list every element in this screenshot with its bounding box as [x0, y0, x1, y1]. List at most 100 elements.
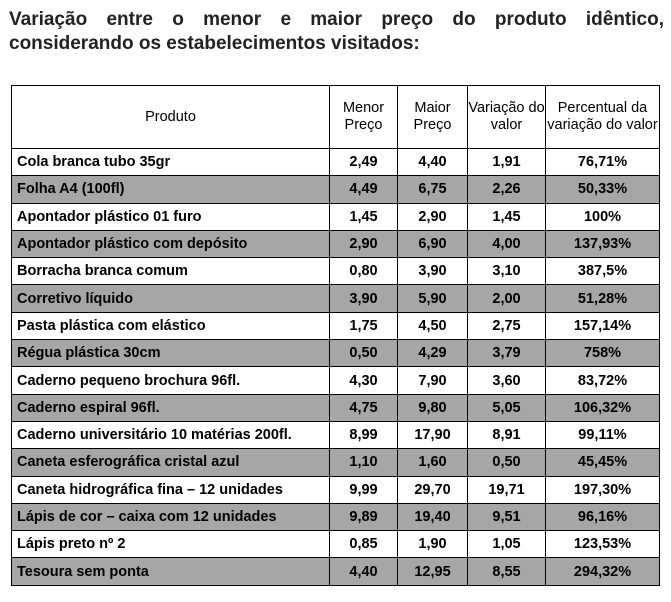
cell-variation: 9,51	[467, 502, 546, 532]
table-row: Régua plástica 30cm 0,50 4,29 3,79 758%	[11, 339, 660, 368]
cell-product: Caderno espiral 96fl.	[11, 393, 330, 422]
cell-max-price: 7,90	[397, 366, 468, 395]
cell-variation: 1,45	[467, 202, 546, 231]
cell-min-price: 9,99	[329, 475, 398, 504]
cell-variation: 5,05	[467, 393, 546, 422]
cell-product: Caneta hidrográfica fina – 12 unidades	[11, 475, 330, 504]
table-row: Apontador plástico com depósito 2,90 6,9…	[11, 229, 660, 259]
cell-product: Lápis de cor – caixa com 12 unidades	[11, 502, 330, 532]
cell-variation: 3,10	[467, 257, 546, 286]
cell-variation: 1,91	[467, 147, 546, 177]
cell-product: Lápis preto nº 2	[11, 530, 330, 559]
cell-product: Tesoura sem ponta	[11, 557, 330, 586]
header-min-price: Menor Preço	[329, 85, 398, 149]
cell-percent: 157,14%	[545, 311, 660, 341]
cell-product: Pasta plástica com elástico	[11, 311, 330, 341]
cell-product: Apontador plástico 01 furo	[11, 202, 330, 231]
cell-max-price: 4,50	[397, 311, 468, 341]
cell-percent: 137,93%	[545, 229, 660, 259]
header-variation: Variação do valor	[467, 85, 546, 149]
cell-percent: 99,11%	[545, 420, 660, 450]
cell-max-price: 3,90	[397, 257, 468, 286]
cell-min-price: 8,99	[329, 420, 398, 450]
table-row: Caneta esferográfica cristal azul 1,10 1…	[11, 448, 660, 477]
cell-max-price: 4,40	[397, 147, 468, 177]
cell-variation: 3,79	[467, 339, 546, 368]
table-row: Corretivo líquido 3,90 5,90 2,00 51,28%	[11, 284, 660, 313]
cell-max-price: 19,40	[397, 502, 468, 532]
table-row: Caderno universitário 10 matérias 200fl.…	[11, 420, 660, 450]
table-row: Caderno pequeno brochura 96fl. 4,30 7,90…	[11, 366, 660, 395]
cell-product: Borracha branca comum	[11, 257, 330, 286]
cell-percent: 758%	[545, 339, 660, 368]
cell-max-price: 4,29	[397, 339, 468, 368]
table-row: Cola branca tubo 35gr 2,49 4,40 1,91 76,…	[11, 147, 660, 177]
cell-percent: 83,72%	[545, 366, 660, 395]
cell-min-price: 0,50	[329, 339, 398, 368]
table-row: Borracha branca comum 0,80 3,90 3,10 387…	[11, 257, 660, 286]
cell-percent: 76,71%	[545, 147, 660, 177]
cell-product: Caneta esferográfica cristal azul	[11, 448, 330, 477]
cell-max-price: 5,90	[397, 284, 468, 313]
cell-min-price: 4,49	[329, 175, 398, 204]
cell-variation: 2,75	[467, 311, 546, 341]
table-header-row: Produto Menor Preço Maior Preço Variação…	[11, 85, 660, 149]
table-row: Folha A4 (100fl) 4,49 6,75 2,26 50,33%	[11, 175, 660, 204]
cell-min-price: 0,85	[329, 530, 398, 559]
cell-min-price: 9,89	[329, 502, 398, 532]
cell-max-price: 12,95	[397, 557, 468, 586]
cell-variation: 2,26	[467, 175, 546, 204]
cell-product: Cola branca tubo 35gr	[11, 147, 330, 177]
table-row: Pasta plástica com elástico 1,75 4,50 2,…	[11, 311, 660, 341]
cell-percent: 50,33%	[545, 175, 660, 204]
cell-percent: 294,32%	[545, 557, 660, 586]
cell-percent: 51,28%	[545, 284, 660, 313]
cell-percent: 100%	[545, 202, 660, 231]
table-row: Caneta hidrográfica fina – 12 unidades 9…	[11, 475, 660, 504]
cell-variation: 0,50	[467, 448, 546, 477]
cell-variation: 8,55	[467, 557, 546, 586]
cell-min-price: 4,40	[329, 557, 398, 586]
table-row: Lápis de cor – caixa com 12 unidades 9,8…	[11, 502, 660, 532]
cell-min-price: 2,90	[329, 229, 398, 259]
cell-max-price: 2,90	[397, 202, 468, 231]
cell-percent: 197,30%	[545, 475, 660, 504]
cell-max-price: 9,80	[397, 393, 468, 422]
cell-product: Apontador plástico com depósito	[11, 229, 330, 259]
header-max-price: Maior Preço	[397, 85, 468, 149]
table-row: Apontador plástico 01 furo 1,45 2,90 1,4…	[11, 202, 660, 231]
table-row: Lápis preto nº 2 0,85 1,90 1,05 123,53%	[11, 530, 660, 559]
cell-min-price: 4,30	[329, 366, 398, 395]
price-variation-table: Produto Menor Preço Maior Preço Variação…	[11, 85, 660, 586]
cell-min-price: 1,10	[329, 448, 398, 477]
cell-variation: 1,05	[467, 530, 546, 559]
table-row: Caderno espiral 96fl. 4,75 9,80 5,05 106…	[11, 393, 660, 422]
cell-max-price: 6,75	[397, 175, 468, 204]
cell-variation: 2,00	[467, 284, 546, 313]
cell-min-price: 3,90	[329, 284, 398, 313]
cell-percent: 387,5%	[545, 257, 660, 286]
cell-product: Caderno universitário 10 matérias 200fl.	[11, 420, 330, 450]
cell-percent: 123,53%	[545, 530, 660, 559]
cell-product: Régua plástica 30cm	[11, 339, 330, 368]
page-title: Variação entre o menor e maior preço do …	[9, 9, 664, 54]
cell-product: Corretivo líquido	[11, 284, 330, 313]
cell-variation: 4,00	[467, 229, 546, 259]
cell-max-price: 1,60	[397, 448, 468, 477]
cell-variation: 8,91	[467, 420, 546, 450]
cell-variation: 3,60	[467, 366, 546, 395]
cell-max-price: 1,90	[397, 530, 468, 559]
cell-max-price: 17,90	[397, 420, 468, 450]
cell-product: Caderno pequeno brochura 96fl.	[11, 366, 330, 395]
cell-min-price: 1,75	[329, 311, 398, 341]
header-product: Produto	[11, 85, 330, 149]
cell-variation: 19,71	[467, 475, 546, 504]
table-body: Cola branca tubo 35gr 2,49 4,40 1,91 76,…	[11, 147, 660, 586]
cell-min-price: 2,49	[329, 147, 398, 177]
table-row: Tesoura sem ponta 4,40 12,95 8,55 294,32…	[11, 557, 660, 586]
cell-product: Folha A4 (100fl)	[11, 175, 330, 204]
cell-min-price: 0,80	[329, 257, 398, 286]
cell-max-price: 29,70	[397, 475, 468, 504]
header-percent: Percentual da variação do valor	[545, 85, 660, 149]
cell-min-price: 1,45	[329, 202, 398, 231]
